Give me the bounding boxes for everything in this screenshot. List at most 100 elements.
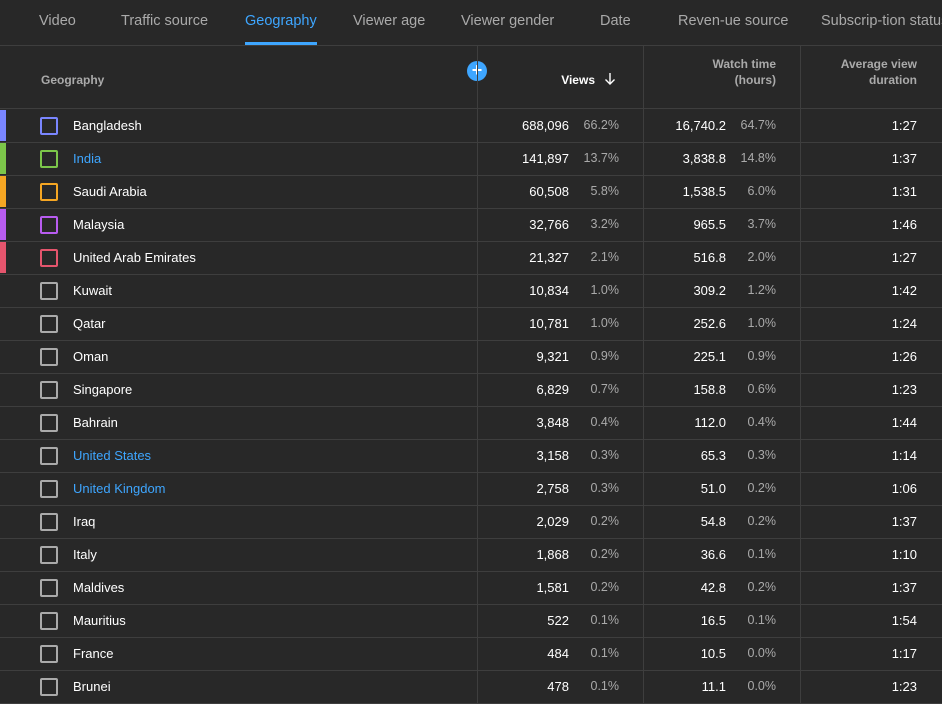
views-value: 478 bbox=[547, 679, 569, 694]
watch-time-percent: 0.0% bbox=[747, 646, 777, 660]
views-value: 3,848 bbox=[536, 415, 569, 430]
report-tabs: Video Traffic source Geography Viewer ag… bbox=[0, 0, 942, 46]
watch-time-percent: 14.8% bbox=[740, 151, 776, 165]
views-value: 2,029 bbox=[536, 514, 569, 529]
avg-view-duration-value: 1:31 bbox=[891, 184, 917, 199]
table-row[interactable]: Italy 1,868 0.2% 36.6 0.1% 1:10 bbox=[0, 538, 942, 572]
watch-time-percent: 0.3% bbox=[747, 448, 777, 462]
tab-video[interactable]: Video bbox=[39, 13, 76, 29]
avg-view-duration-value: 1:27 bbox=[891, 118, 917, 133]
watch-time-percent: 0.2% bbox=[747, 481, 777, 495]
country-name: Saudi Arabia bbox=[73, 184, 147, 199]
table-row[interactable]: Malaysia 32,766 3.2% 965.5 3.7% 1:46 bbox=[0, 208, 942, 242]
row-checkbox[interactable] bbox=[40, 513, 58, 531]
table-row[interactable]: Kuwait 10,834 1.0% 309.2 1.2% 1:42 bbox=[0, 274, 942, 308]
row-checkbox[interactable] bbox=[40, 546, 58, 564]
tab-viewer-gender[interactable]: Viewer gender bbox=[461, 13, 555, 29]
table-row[interactable]: Brunei 478 0.1% 11.1 0.0% 1:23 bbox=[0, 670, 942, 704]
series-color-bar bbox=[0, 308, 6, 339]
row-checkbox[interactable] bbox=[40, 447, 58, 465]
watch-time-percent: 0.6% bbox=[747, 382, 777, 396]
column-divider bbox=[643, 46, 644, 704]
views-percent: 0.1% bbox=[590, 679, 620, 693]
tab-geography[interactable]: Geography bbox=[245, 0, 317, 45]
views-percent: 0.7% bbox=[590, 382, 620, 396]
row-checkbox[interactable] bbox=[40, 579, 58, 597]
watch-time-percent: 64.7% bbox=[740, 118, 776, 132]
watch-time-value: 10.5 bbox=[700, 646, 726, 661]
row-checkbox[interactable] bbox=[40, 315, 58, 333]
avg-view-duration-value: 1:26 bbox=[891, 349, 917, 364]
watch-time-value: 1,538.5 bbox=[682, 184, 726, 199]
series-color-bar bbox=[0, 539, 6, 570]
country-name[interactable]: United States bbox=[73, 448, 152, 463]
avd-column-header[interactable]: Average view duration bbox=[800, 57, 917, 87]
watch-time-percent: 1.0% bbox=[747, 316, 777, 330]
views-value: 1,868 bbox=[536, 547, 569, 562]
series-color-bar bbox=[0, 110, 6, 141]
views-percent: 66.2% bbox=[583, 118, 619, 132]
country-name: Malaysia bbox=[73, 217, 125, 232]
row-checkbox[interactable] bbox=[40, 117, 58, 135]
row-checkbox[interactable] bbox=[40, 348, 58, 366]
table-row[interactable]: Bangladesh 688,096 66.2% 16,740.2 64.7% 1:27 bbox=[0, 109, 942, 143]
watch-time-value: 225.1 bbox=[693, 349, 726, 364]
table-row[interactable]: Bahrain 3,848 0.4% 112.0 0.4% 1:44 bbox=[0, 406, 942, 440]
watch-time-value: 51.0 bbox=[700, 481, 726, 496]
country-name: France bbox=[73, 646, 114, 661]
views-percent: 0.4% bbox=[590, 415, 620, 429]
series-color-bar bbox=[0, 209, 6, 240]
avg-view-duration-value: 1:10 bbox=[891, 547, 917, 562]
row-checkbox[interactable] bbox=[40, 414, 58, 432]
views-column-header[interactable]: Views bbox=[561, 73, 595, 87]
watch-time-value: 16,740.2 bbox=[675, 118, 726, 133]
country-name[interactable]: India bbox=[73, 151, 102, 166]
table-row[interactable]: Maldives 1,581 0.2% 42.8 0.2% 1:37 bbox=[0, 571, 942, 605]
table-row[interactable]: Qatar 10,781 1.0% 252.6 1.0% 1:24 bbox=[0, 307, 942, 341]
watch-time-percent: 0.9% bbox=[747, 349, 777, 363]
table-row[interactable]: United States 3,158 0.3% 65.3 0.3% 1:14 bbox=[0, 439, 942, 473]
watch-time-column-header[interactable]: Watch time (hours) bbox=[660, 57, 776, 87]
views-value: 688,096 bbox=[522, 118, 569, 133]
table-row[interactable]: United Arab Emirates 21,327 2.1% 516.8 2.0% 1… bbox=[0, 241, 942, 275]
watch-time-value: 42.8 bbox=[700, 580, 726, 595]
row-checkbox[interactable] bbox=[40, 612, 58, 630]
table-row[interactable]: France 484 0.1% 10.5 0.0% 1:17 bbox=[0, 637, 942, 671]
watch-time-value: 16.5 bbox=[700, 613, 726, 628]
table-row[interactable]: India 141,897 13.7% 3,838.8 14.8% 1:37 bbox=[0, 142, 942, 176]
row-checkbox[interactable] bbox=[40, 183, 58, 201]
tab-traffic-source[interactable]: Traffic source bbox=[121, 13, 209, 29]
country-name[interactable]: United Kingdom bbox=[73, 481, 166, 496]
tab-revenue-source[interactable]: Reven-ue source bbox=[678, 13, 789, 29]
country-name: Kuwait bbox=[73, 283, 113, 298]
table-row[interactable]: Saudi Arabia 60,508 5.8% 1,538.5 6.0% 1:31 bbox=[0, 175, 942, 209]
avg-view-duration-value: 1:06 bbox=[891, 481, 917, 496]
series-color-bar bbox=[0, 176, 6, 207]
table-row[interactable]: Singapore 6,829 0.7% 158.8 0.6% 1:23 bbox=[0, 373, 942, 407]
row-checkbox[interactable] bbox=[40, 216, 58, 234]
table-row[interactable]: United Kingdom 2,758 0.3% 51.0 0.2% 1:06 bbox=[0, 472, 942, 506]
tab-date[interactable]: Date bbox=[600, 13, 631, 29]
row-checkbox[interactable] bbox=[40, 480, 58, 498]
row-checkbox[interactable] bbox=[40, 282, 58, 300]
row-checkbox[interactable] bbox=[40, 150, 58, 168]
series-color-bar bbox=[0, 605, 6, 636]
table-row[interactable]: Oman 9,321 0.9% 225.1 0.9% 1:26 bbox=[0, 340, 942, 374]
tab-viewer-age[interactable]: Viewer age bbox=[353, 13, 426, 29]
row-checkbox[interactable] bbox=[40, 249, 58, 267]
tab-subscription-status[interactable]: Subscrip-tion status bbox=[821, 13, 942, 29]
row-checkbox[interactable] bbox=[40, 645, 58, 663]
table-row[interactable]: Iraq 2,029 0.2% 54.8 0.2% 1:37 bbox=[0, 505, 942, 539]
row-checkbox[interactable] bbox=[40, 678, 58, 696]
geography-column-header[interactable]: Geography bbox=[41, 73, 105, 87]
series-color-bar bbox=[0, 671, 6, 702]
series-color-bar bbox=[0, 572, 6, 603]
row-checkbox[interactable] bbox=[40, 381, 58, 399]
table-row[interactable]: Mauritius 522 0.1% 16.5 0.1% 1:54 bbox=[0, 604, 942, 638]
sort-descending-icon[interactable] bbox=[604, 72, 616, 86]
country-name: Bangladesh bbox=[73, 118, 142, 133]
watch-time-value: 3,838.8 bbox=[682, 151, 726, 166]
views-value: 141,897 bbox=[522, 151, 569, 166]
avg-view-duration-value: 1:37 bbox=[891, 151, 917, 166]
watch-time-value: 252.6 bbox=[693, 316, 726, 331]
